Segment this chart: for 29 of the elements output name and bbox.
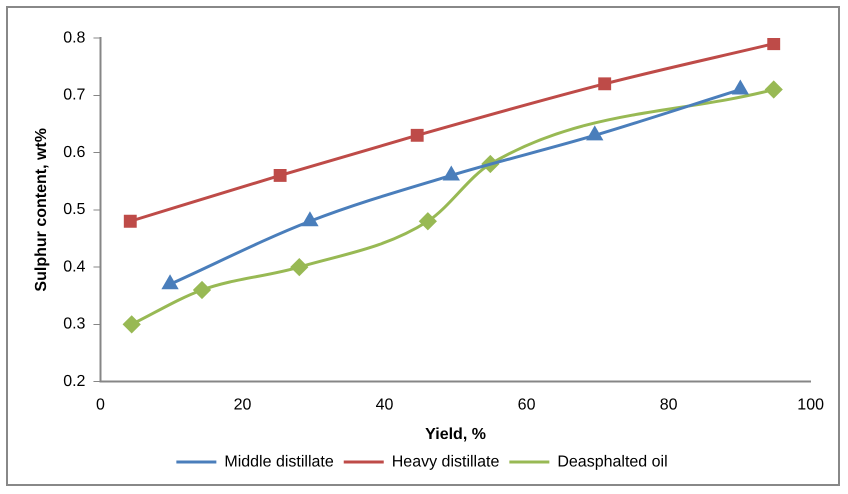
x-axis-title: Yield, % <box>425 426 486 443</box>
point <box>124 214 137 228</box>
point <box>123 316 140 333</box>
y-tick-label: 0.5 <box>63 201 86 218</box>
y-tick-label: 0.3 <box>63 316 86 333</box>
x-tick-label: 40 <box>376 396 394 414</box>
legend-label: Heavy distillate <box>392 453 500 470</box>
x-tick-label: 100 <box>797 396 824 414</box>
point <box>274 168 287 182</box>
y-axis-title: Sulphur content, wt% <box>33 128 50 292</box>
point <box>410 128 424 142</box>
legend-label: Deasphalted oil <box>557 453 668 470</box>
y-tick-label: 0.6 <box>63 144 86 161</box>
y-tick-label: 0.7 <box>63 86 86 104</box>
point <box>598 77 612 90</box>
point <box>767 38 780 50</box>
x-tick-label: 80 <box>660 396 678 414</box>
point <box>732 81 748 95</box>
x-tick-label: 0 <box>96 396 105 414</box>
point <box>194 281 210 298</box>
legend-label: Middle distillate <box>224 453 334 470</box>
point <box>765 81 782 98</box>
x-tick-label: 20 <box>234 396 252 414</box>
y-tick-label: 0.4 <box>63 258 86 276</box>
y-tick-label: 0.2 <box>63 373 86 390</box>
x-tick-label: 60 <box>518 396 536 414</box>
point <box>290 258 308 276</box>
point <box>419 212 436 230</box>
y-tick-label: 0.8 <box>63 29 86 46</box>
